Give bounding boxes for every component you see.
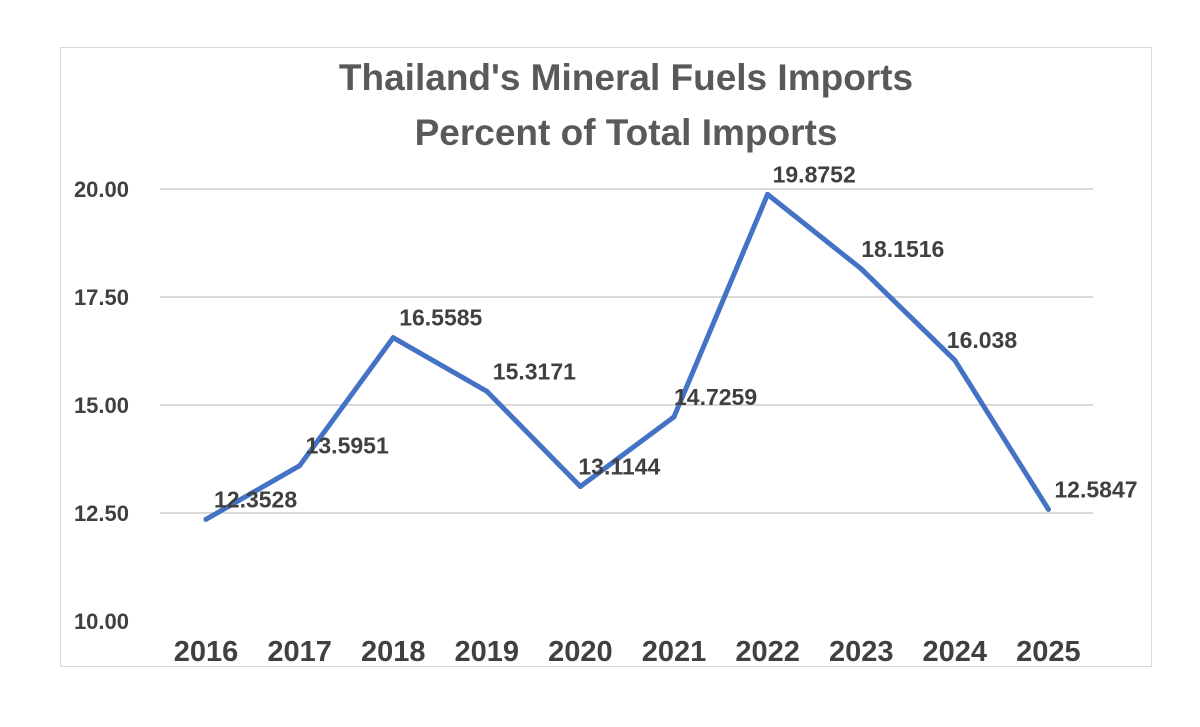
series	[203, 191, 1051, 522]
data-point	[1045, 506, 1051, 512]
data-label: 13.5951	[306, 433, 389, 459]
data-point	[765, 191, 771, 197]
data-label: 13.1144	[578, 453, 660, 479]
data-label: 19.8752	[773, 161, 856, 187]
y-tick-label: 17.50	[74, 285, 129, 310]
data-point	[203, 516, 209, 522]
x-tick-label: 2016	[174, 636, 239, 668]
data-point	[577, 483, 583, 489]
data-label: 18.1516	[861, 236, 944, 262]
data-point	[390, 335, 396, 341]
gridlines	[160, 188, 1093, 514]
data-point	[484, 388, 490, 394]
y-tick-label: 10.00	[74, 609, 129, 634]
x-tick-label: 2019	[455, 636, 520, 668]
x-tick-label: 2018	[361, 636, 426, 668]
data-label: 16.5585	[399, 305, 482, 331]
chart-title: Thailand's Mineral Fuels Imports Percent…	[60, 50, 1192, 160]
data-point	[671, 414, 677, 420]
data-point	[297, 463, 303, 469]
data-label: 12.5847	[1054, 476, 1137, 502]
data-label: 16.038	[947, 327, 1018, 353]
x-tick-label: 2023	[829, 636, 894, 668]
data-point	[952, 357, 958, 363]
x-axis-ticks: 2016 2017 2018 2019 2020 2021 2022 2023 2024 2025	[174, 636, 1081, 668]
x-tick-label: 2017	[267, 636, 332, 668]
x-tick-label: 2022	[735, 636, 800, 668]
x-tick-label: 2021	[642, 636, 707, 668]
data-labels: 12.3528 13.5951 16.5585 15.3171 13.1144 14.72…	[214, 161, 1138, 512]
chart-frame	[60, 47, 1152, 667]
x-tick-label: 2020	[548, 636, 613, 668]
chart-title-line: Thailand's Mineral Fuels Imports	[338, 57, 914, 98]
y-tick-label: 12.50	[74, 501, 129, 526]
chart-subtitle-line: Percent of Total Imports	[414, 112, 838, 153]
y-axis-ticks: 10.00 12.50 15.00 17.50 20.00	[74, 177, 129, 634]
data-label: 12.3528	[214, 486, 297, 512]
data-label: 14.7259	[674, 384, 757, 410]
data-label: 15.3171	[493, 358, 576, 384]
y-tick-label: 20.00	[74, 177, 129, 202]
data-point	[858, 266, 864, 272]
x-tick-label: 2025	[1016, 636, 1081, 668]
y-tick-label: 15.00	[74, 393, 129, 418]
series-line	[203, 191, 1051, 522]
x-tick-label: 2024	[923, 636, 988, 668]
